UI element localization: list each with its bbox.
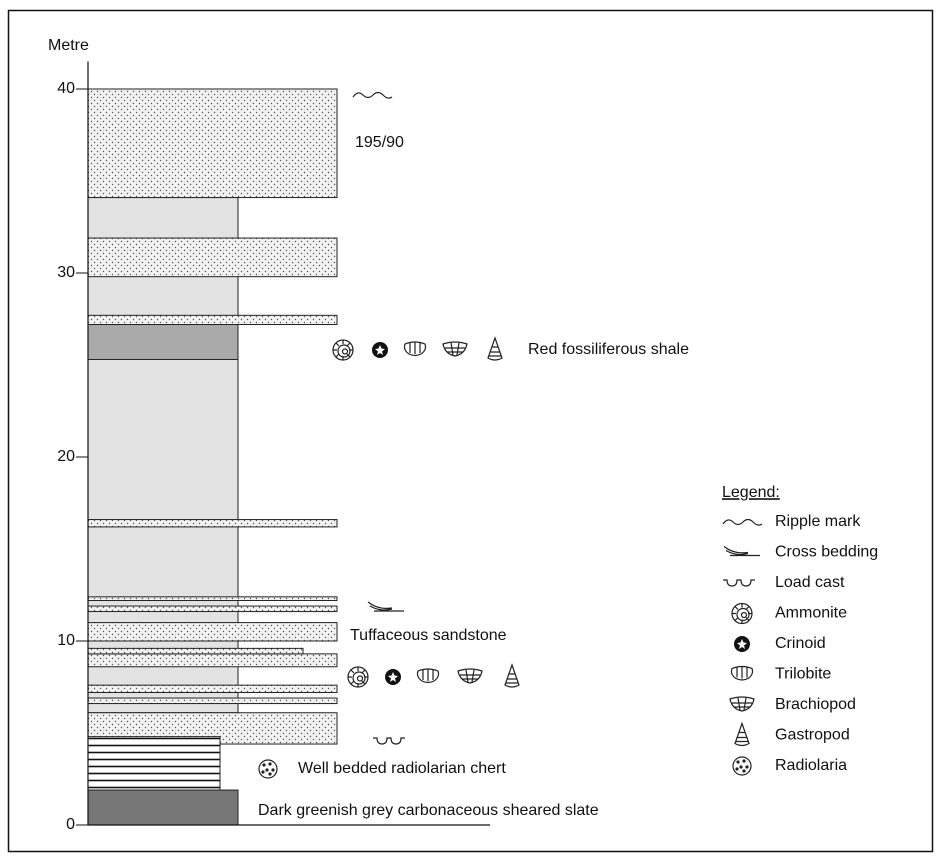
- sandstone-layer: [88, 315, 337, 324]
- legend-symbol: [733, 757, 751, 775]
- sandstone-layer: [88, 597, 337, 601]
- fossil-symbol: [443, 342, 467, 356]
- annotation: Tuffaceous sandstone: [350, 627, 507, 644]
- fossil-symbol: [505, 665, 519, 687]
- sandstone-layer: [88, 606, 337, 612]
- annotation: Red fossiliferous shale: [528, 341, 689, 358]
- y-tick-label: 20: [57, 448, 75, 465]
- legend-label: Load cast: [775, 574, 845, 591]
- y-tick-label: 0: [66, 816, 75, 833]
- fossil-symbol: [458, 669, 482, 683]
- fossil-symbol: [488, 338, 502, 360]
- load-cast-symbol: [373, 738, 405, 744]
- legend-label: Radiolaria: [775, 757, 847, 774]
- legend: Ripple mark Cross bedding Load cast Ammonit…: [723, 513, 878, 775]
- sandstone-layer: [88, 520, 337, 527]
- sandstone-layer: [88, 648, 303, 654]
- fossil-symbol: [405, 342, 426, 356]
- fossil-symbol: [348, 667, 368, 687]
- legend-symbol: [734, 636, 750, 652]
- fossil-symbol: [333, 340, 353, 360]
- legend-label: Ammonite: [775, 605, 847, 622]
- slate-layer: [88, 790, 238, 825]
- sandstone-layer: [88, 698, 337, 704]
- legend-label: Crinoid: [775, 635, 826, 652]
- fossil-symbol: [418, 669, 439, 683]
- annotation: 195/90: [355, 134, 404, 151]
- fossil-symbol: [372, 342, 388, 358]
- axis-label: Metre: [48, 37, 89, 54]
- legend-symbol: [723, 520, 762, 526]
- legend-symbol: [735, 724, 749, 746]
- annotation: Well bedded radiolarian chert: [298, 760, 506, 777]
- radiolaria-symbol: [259, 760, 277, 778]
- sandstone-layer: [88, 623, 337, 641]
- stratigraphic-column: Metre 0 10 20 30 40 195/90 Red fossiliferous…: [0, 0, 941, 855]
- legend-symbol: [732, 667, 753, 681]
- legend-title: Legend:: [722, 484, 780, 501]
- y-tick-label: 40: [57, 80, 75, 97]
- y-tick-label: 10: [57, 632, 75, 649]
- sandstone-layer: [88, 238, 337, 277]
- legend-symbol: [724, 547, 760, 556]
- fossil-symbol: [385, 669, 401, 685]
- sandstone-layer: [88, 89, 337, 198]
- legend-symbol: [723, 580, 755, 586]
- legend-symbol: [732, 604, 752, 624]
- annotation: Dark greenish grey carbonaceous sheared …: [258, 802, 599, 819]
- cross-bedding-symbol: [368, 602, 404, 611]
- legend-label: Brachiopod: [775, 696, 856, 713]
- ripple-symbol: [353, 93, 392, 99]
- legend-label: Ripple mark: [775, 513, 861, 530]
- legend-symbol: [730, 697, 754, 711]
- legend-label: Cross bedding: [775, 544, 878, 561]
- sandstone-layer: [88, 685, 337, 692]
- chert-layer: [88, 737, 220, 790]
- legend-label: Trilobite: [775, 666, 831, 683]
- sandstone-layer: [88, 654, 337, 667]
- shale-layer: [88, 325, 238, 360]
- layers: [88, 89, 337, 825]
- y-tick-label: 30: [57, 264, 75, 281]
- legend-label: Gastropod: [775, 727, 850, 744]
